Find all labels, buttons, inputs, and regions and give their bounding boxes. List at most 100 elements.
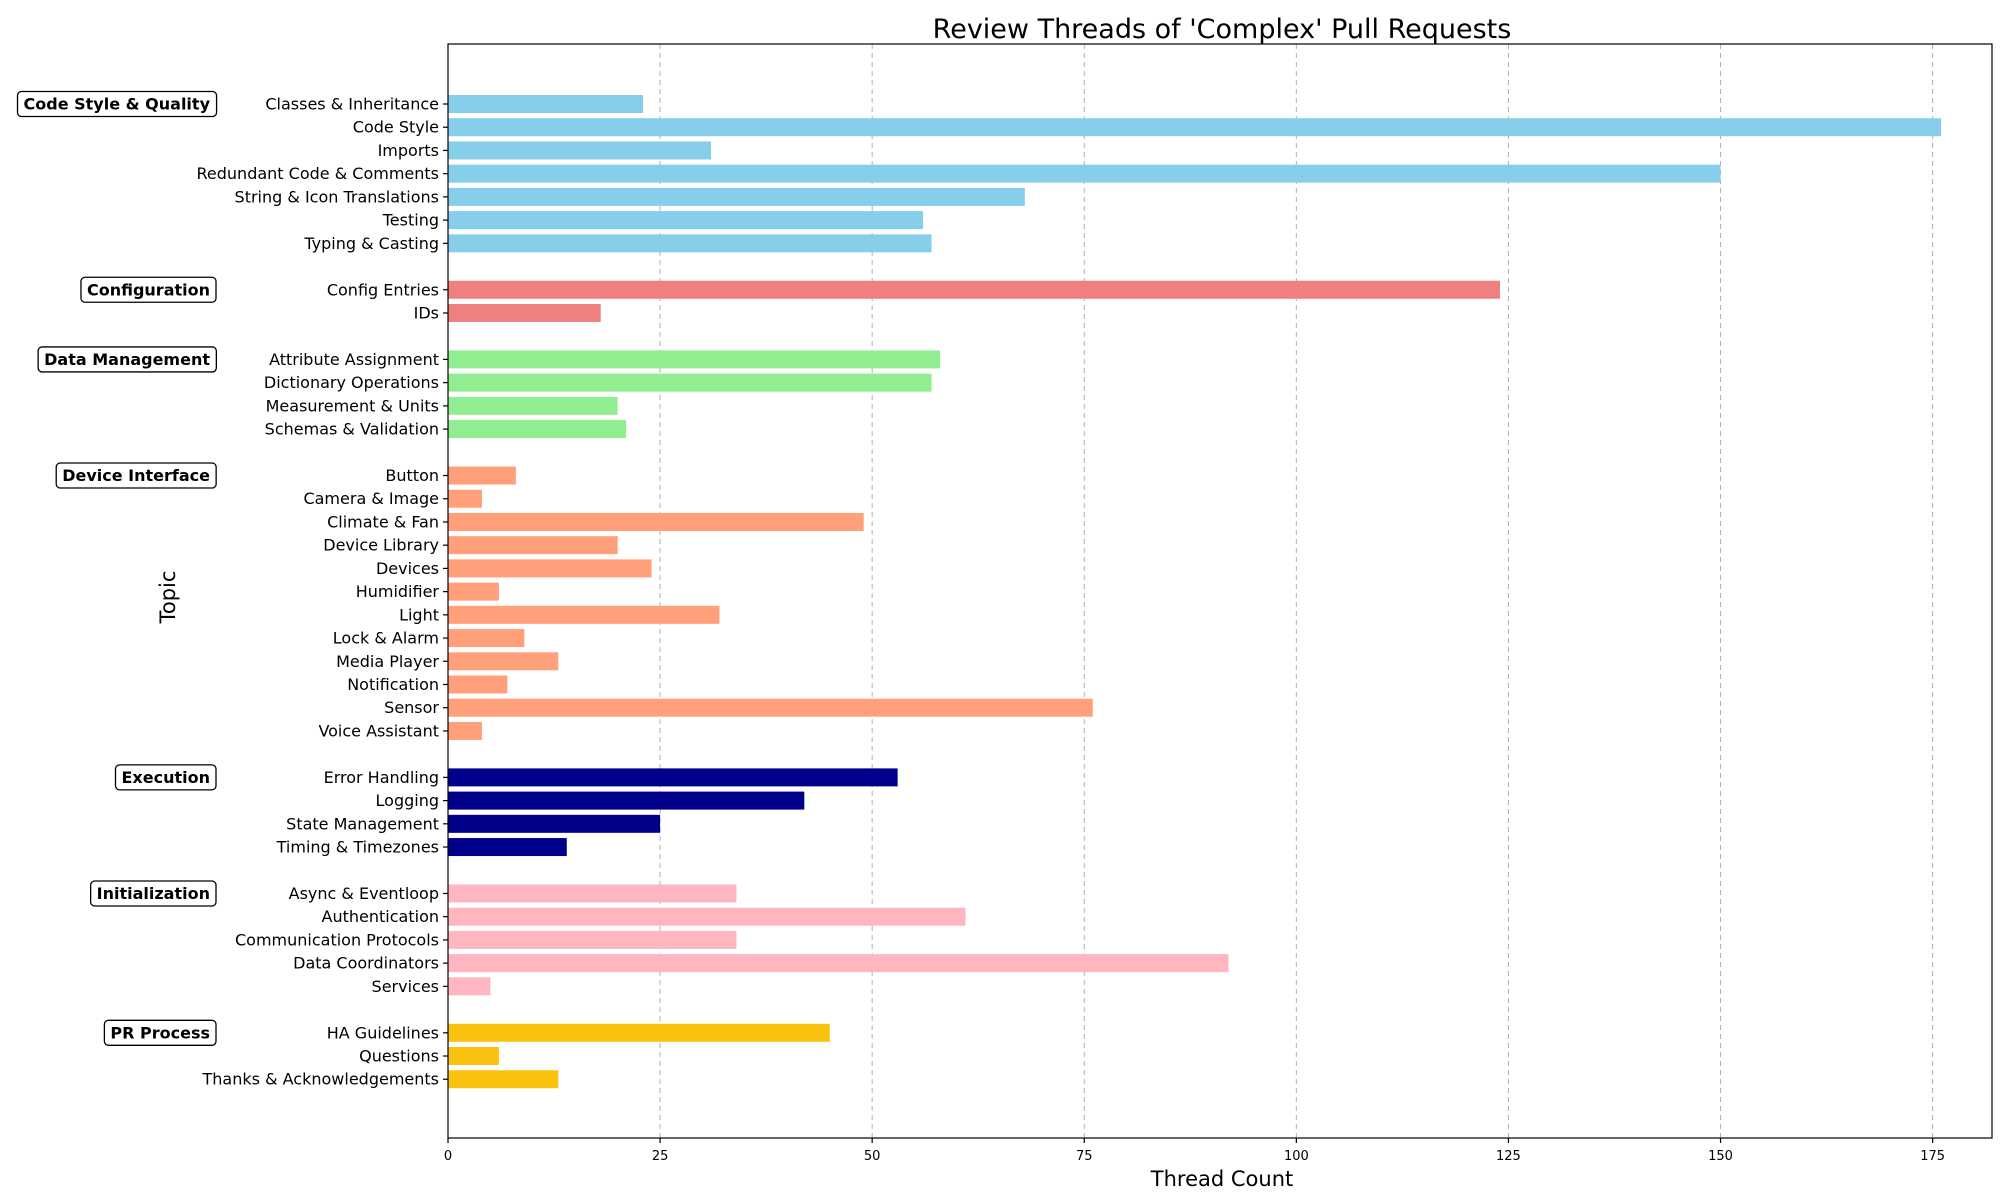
x-tick-label: 175 [1920,1149,1945,1164]
y-tick-label: Thanks & Acknowledgements [202,1070,439,1089]
y-tick-label: Humidifier [356,582,440,601]
group-label-box [37,346,217,373]
y-tick-label: Dictionary Operations [264,373,439,392]
bar [448,814,661,833]
bar [448,977,491,996]
x-tick-label: 25 [652,1149,669,1164]
y-tick-label: Imports [378,141,439,160]
y-tick-label: Classes & Inheritance [265,95,439,114]
bar [448,187,1025,206]
y-tick-label: Notification [347,675,439,694]
x-tick-label: 150 [1708,1149,1733,1164]
bar [448,721,482,740]
group-label: Initialization [97,884,210,903]
bar [448,605,720,624]
bar [448,930,737,949]
x-tick-labels: 0 25 50 75 100 125 150 175 [444,1138,1945,1164]
bar [448,211,924,230]
group-label: Configuration [87,280,210,299]
group-labels: Code Style & Quality Configuration Data Ma… [16,90,218,1046]
y-tick-label: Devices [376,559,439,578]
bar [448,396,618,415]
y-tick-label: Sensor [384,698,439,717]
y-tick-label: Code Style [353,118,439,137]
group-label: Device Interface [62,466,210,485]
bar [448,768,898,787]
group-label-box [16,90,218,118]
bar [448,512,864,531]
group-label: PR Process [110,1023,210,1042]
y-tick-label: Light [399,605,439,624]
y-tick-label: HA Guidelines [327,1023,439,1042]
bar [448,954,1229,973]
bar [448,303,601,322]
bar [448,1047,499,1066]
bar [448,675,508,694]
bar [448,466,516,485]
bar [448,373,932,392]
bars-layer [448,95,1942,1089]
group-label-box [80,276,217,303]
bar [448,652,559,671]
group-label: Execution [122,768,211,787]
x-tick-label: 75 [1076,1149,1093,1164]
group-label: Code Style & Quality [24,95,211,114]
y-tick-label: State Management [286,814,439,833]
bar [448,536,618,555]
y-tick-label: Questions [359,1047,439,1066]
y-tick-label: Media Player [336,652,439,671]
group-label-box [55,462,217,489]
y-tick-label: Camera & Image [303,489,439,508]
y-tick-label: Timing & Timezones [276,838,439,857]
y-tick-label: IDs [414,303,439,322]
y-tick-label: Data Coordinators [293,954,439,973]
x-axis-label: Thread Count [1150,1167,1293,1191]
y-tick-label: Lock & Alarm [333,629,439,648]
bar [448,838,567,857]
y-tick-label: Schemas & Validation [265,420,439,439]
y-tick-label: Logging [376,791,439,810]
y-tick-label: Error Handling [324,768,439,787]
bar [448,280,1500,299]
y-tick-label: Redundant Code & Comments [197,164,439,183]
y-tick-label: Services [372,977,439,996]
group-label-box [89,880,217,907]
y-tick-label: Climate & Fan [327,512,439,531]
grid-layer [447,44,1934,1138]
y-tick-label: Voice Assistant [318,721,439,740]
y-tick-labels: Classes & Inheritance Code Style Imports Re… [197,95,448,1089]
group-label-box [103,1019,217,1046]
y-tick-label: String & Icon Translations [235,187,439,206]
bar [448,95,644,113]
bar [448,489,482,508]
bar [448,118,1942,137]
x-tick-label: 100 [1284,1149,1309,1164]
bar [448,141,711,160]
bar [448,1070,559,1089]
bar [448,234,932,253]
y-tick-label: Device Library [323,536,439,555]
bar [448,420,627,439]
y-tick-label: Authentication [322,907,439,926]
y-tick-label: Config Entries [327,280,439,299]
bar [448,884,737,903]
bar [448,1023,830,1042]
bar [448,698,1093,717]
y-tick-label: Measurement & Units [266,396,439,415]
x-tick-label: 50 [864,1149,881,1164]
bar [448,559,652,578]
group-label: Data Management [44,350,210,369]
chart-title: Review Threads of 'Complex' Pull Request… [933,14,1512,45]
x-tick-label: 0 [444,1149,452,1164]
y-axis-label: Topic [156,571,180,625]
y-tick-label: Attribute Assignment [269,350,439,369]
group-label-box [114,764,217,791]
y-tick-label: Async & Eventloop [289,884,439,903]
bar [448,164,1721,183]
bar [448,629,525,648]
y-tick-label: Testing [382,211,439,230]
bar [448,791,805,810]
bar [448,582,499,601]
bar [448,907,966,926]
